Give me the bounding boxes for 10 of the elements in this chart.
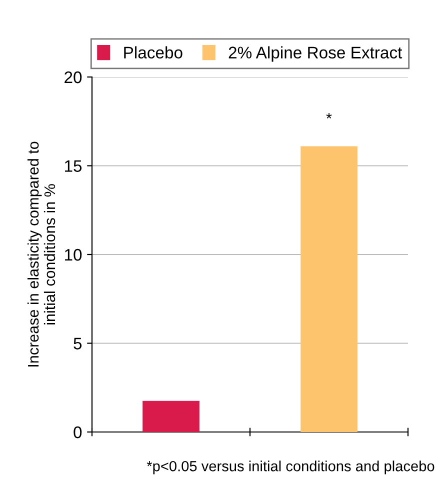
y-tick-label: 15 [65,160,82,172]
legend-label: 2% Alpine Rose Extract [228,46,402,62]
y-tick-label: 20 [64,71,82,84]
y-tick-label: 0 [74,426,82,438]
y-tick-label: 10 [65,248,82,261]
annotation: * [326,113,332,118]
text: *p<0.05 versus initial conditions and placebo [146,460,434,474]
legend-label: Placebo [124,46,182,58]
y-tick-label: 5 [74,338,82,350]
y-axis-title: Increase in elasticity compared to initial conditions in % [27,142,56,366]
